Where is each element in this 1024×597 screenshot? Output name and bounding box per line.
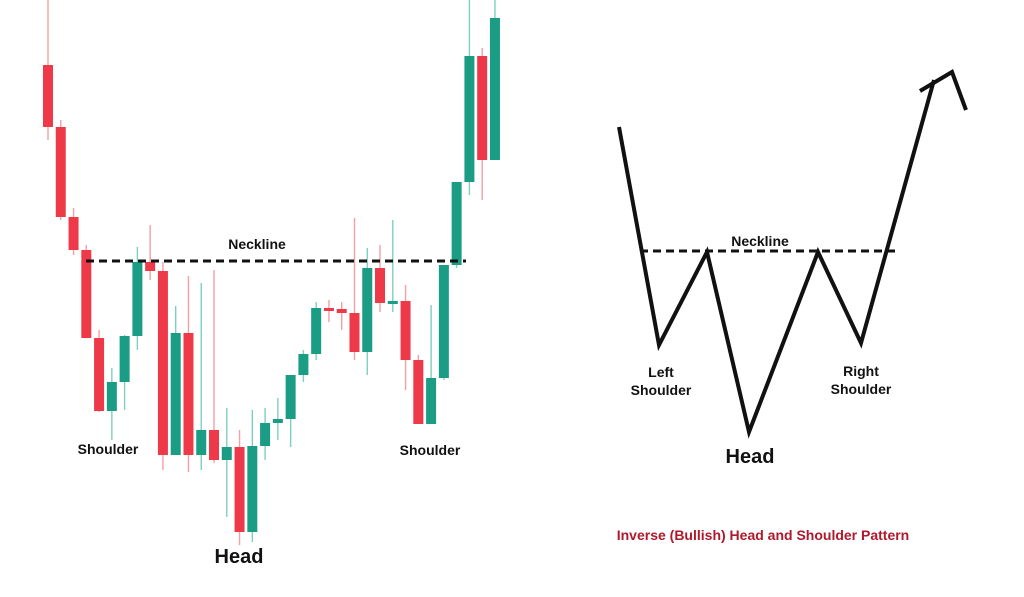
candle-body: [438, 265, 449, 378]
candle-body: [145, 262, 156, 271]
candle-body: [400, 301, 411, 360]
left-shoulder-label: Shoulder: [78, 441, 139, 457]
candle-body: [426, 378, 437, 424]
candle-body: [336, 309, 347, 313]
candle-body: [221, 447, 232, 460]
diagram-right-shoulder-label-2: Shoulder: [831, 381, 892, 397]
candle-body: [196, 430, 207, 455]
candle-body: [323, 308, 334, 311]
pattern-line: [617, 79, 936, 439]
candle-body: [375, 268, 386, 303]
diagram-left-shoulder-label-2: Shoulder: [631, 382, 692, 398]
candle-body: [349, 313, 360, 352]
right-shoulder-label: Shoulder: [400, 442, 461, 458]
candle-body: [234, 447, 245, 532]
candle-body: [157, 271, 168, 455]
candle-body: [464, 56, 475, 182]
candle-body: [209, 430, 220, 460]
candle-body: [285, 375, 296, 419]
diagram-head-label: Head: [726, 446, 775, 468]
candle-body: [132, 262, 143, 336]
candle-body: [43, 65, 53, 127]
candle-body: [119, 336, 130, 382]
candle-body: [362, 268, 373, 352]
candle-neckline-label: Neckline: [228, 236, 286, 252]
candle-body: [94, 338, 105, 411]
candle-body: [387, 301, 398, 304]
candle-body: [183, 333, 194, 455]
candle-body: [311, 308, 322, 354]
diagram-right-shoulder-label: Right: [843, 363, 879, 379]
candlestick-chart: [43, 0, 500, 545]
diagram-left-shoulder-label: Left: [648, 364, 674, 380]
candle-body: [247, 446, 258, 532]
head-label: Head: [215, 546, 264, 568]
candle-body: [55, 127, 66, 217]
candle-body: [298, 354, 309, 375]
caption: Inverse (Bullish) Head and Shoulder Patt…: [617, 527, 910, 543]
candle-body: [272, 419, 283, 423]
candle-body: [413, 360, 424, 424]
candle-body: [489, 18, 500, 160]
candle-body: [260, 423, 271, 446]
candle-body: [477, 56, 488, 160]
candle-body: [81, 250, 92, 338]
candle-body: [170, 333, 181, 455]
arrow-head: [918, 69, 968, 111]
candle-body: [106, 382, 117, 411]
diagram-neckline-label: Neckline: [731, 233, 789, 249]
candle-body: [68, 217, 79, 250]
candle-body: [451, 182, 462, 265]
